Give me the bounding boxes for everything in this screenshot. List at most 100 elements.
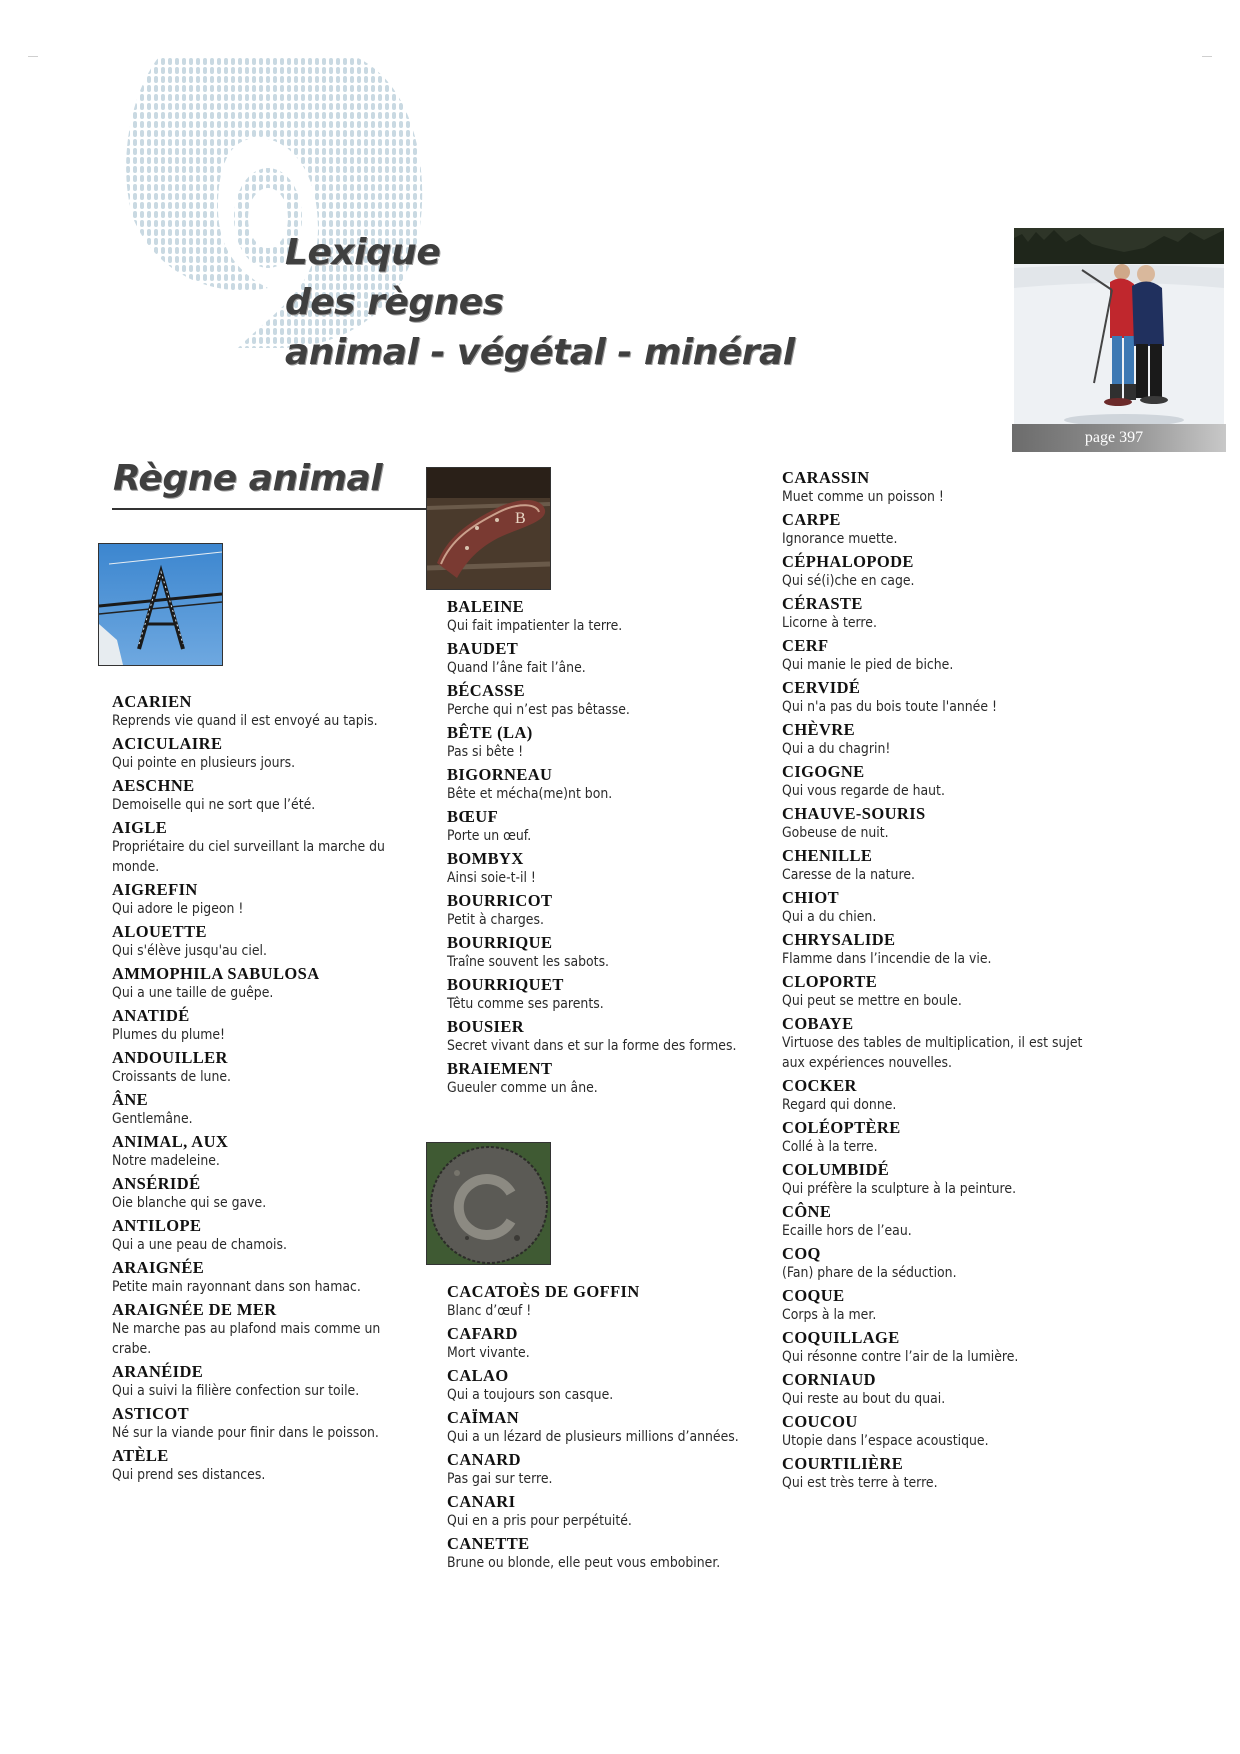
entry-definition: Licorne à terre. [782, 613, 1092, 633]
list-item: CÉPHALOPODE Qui sé(i)che en cage. [782, 552, 1142, 591]
list-item: COURTILIÈRE Qui est très terre à terre. [782, 1454, 1142, 1493]
entry-definition: Qui a suivi la filière confection sur to… [112, 1381, 404, 1401]
entry-word: ARAIGNÉE DE MER [112, 1300, 452, 1319]
list-item: COQUE Corps à la mer. [782, 1286, 1142, 1325]
entry-definition: Qui vous regarde de haut. [782, 781, 1092, 801]
entry-word: COURTILIÈRE [782, 1454, 1142, 1473]
svg-text:B: B [515, 510, 526, 527]
list-item: ARANÉIDE Qui a suivi la filière confectio… [112, 1362, 452, 1401]
entry-definition: Propriétaire du ciel surveillant la marc… [112, 837, 392, 877]
list-item: CHRYSALIDE Flamme dans l’incendie de la v… [782, 930, 1142, 969]
entry-definition: Corps à la mer. [782, 1305, 1092, 1325]
entry-word: CLOPORTE [782, 972, 1142, 991]
list-item: ANSÉRIDÉ Oie blanche qui se gave. [112, 1174, 452, 1213]
list-item: CLOPORTE Qui peut se mettre en boule. [782, 972, 1142, 1011]
entry-word: BŒUF [447, 807, 787, 826]
entry-definition: Qui manie le pied de biche. [782, 655, 1092, 675]
list-item: CÔNE Ecaille hors de l’eau. [782, 1202, 1142, 1241]
list-item: BOURRIQUE Traîne souvent les sabots. [447, 933, 787, 972]
entry-word: ATÈLE [112, 1446, 452, 1465]
entry-definition: Ne marche pas au plafond mais comme un c… [112, 1319, 392, 1359]
list-item: CERVIDÉ Qui n'a pas du bois toute l'année… [782, 678, 1142, 717]
list-item: ACICULAIRE Qui pointe en plusieurs jours. [112, 734, 452, 773]
entry-definition: Qui n'a pas du bois toute l'année ! [782, 697, 1092, 717]
list-item: ÂNE Gentlemâne. [112, 1090, 452, 1129]
list-item: COUCOU Utopie dans l’espace acoustique. [782, 1412, 1142, 1451]
entry-definition: Gobeuse de nuit. [782, 823, 1092, 843]
entry-definition: Caresse de la nature. [782, 865, 1092, 885]
entry-word: CAFARD [447, 1324, 787, 1343]
entry-definition: Gentlemâne. [112, 1109, 404, 1129]
entry-word: AIGREFIN [112, 880, 452, 899]
entry-word: AMMOPHILA SABULOSA [112, 964, 452, 983]
list-item: CERF Qui manie le pied de biche. [782, 636, 1142, 675]
entry-definition: Qui résonne contre l’air de la lumière. [782, 1347, 1092, 1367]
entry-word: COLÉOPTÈRE [782, 1118, 1142, 1137]
list-item: CAFARD Mort vivante. [447, 1324, 787, 1363]
entry-definition: Ignorance muette. [782, 529, 1092, 549]
list-item: AESCHNE Demoiselle qui ne sort que l’été. [112, 776, 452, 815]
entry-definition: Qui en a pris pour perpétuité. [447, 1511, 739, 1531]
list-item: COQUILLAGE Qui résonne contre l’air de la… [782, 1328, 1142, 1367]
list-item: AIGLE Propriétaire du ciel surveillant la… [112, 818, 452, 877]
section-title: Règne animal [113, 458, 382, 499]
list-item: ASTICOT Né sur la viande pour finir dans … [112, 1404, 452, 1443]
entry-word: BRAIEMENT [447, 1059, 787, 1078]
entry-word: BAUDET [447, 639, 787, 658]
entry-definition: Gueuler comme un âne. [447, 1078, 739, 1098]
entry-definition: Virtuose des tables de multiplication, i… [782, 1033, 1083, 1073]
entry-word: CHRYSALIDE [782, 930, 1142, 949]
entry-word: BÊTE (LA) [447, 723, 787, 742]
entry-definition: Qui s'élève jusqu'au ciel. [112, 941, 404, 961]
list-item: CANARD Pas gai sur terre. [447, 1450, 787, 1489]
entry-word: ARAIGNÉE [112, 1258, 452, 1277]
entry-definition: Plumes du plume! [112, 1025, 404, 1045]
entry-word: BÉCASSE [447, 681, 787, 700]
entry-definition: Perche qui n’est pas bêtasse. [447, 700, 739, 720]
entry-definition: Qui a toujours son casque. [447, 1385, 739, 1405]
entry-word: COQUILLAGE [782, 1328, 1142, 1347]
letter-a-image [98, 543, 223, 666]
entry-word: COLUMBIDÉ [782, 1160, 1142, 1179]
entry-definition: Qui préfère la sculpture à la peinture. [782, 1179, 1092, 1199]
entry-word: ACICULAIRE [112, 734, 452, 753]
list-item: BAUDET Quand l’âne fait l’âne. [447, 639, 787, 678]
entry-word: ASTICOT [112, 1404, 452, 1423]
entry-definition: Traîne souvent les sabots. [447, 952, 739, 972]
entry-word: CHENILLE [782, 846, 1142, 865]
entry-definition: Né sur la viande pour finir dans le pois… [112, 1423, 404, 1443]
entry-definition: Collé à la terre. [782, 1137, 1092, 1157]
entry-definition: Qui adore le pigeon ! [112, 899, 404, 919]
entry-word: AIGLE [112, 818, 452, 837]
entry-word: CHAUVE-SOURIS [782, 804, 1142, 823]
list-item: COBAYE Virtuose des tables de multiplicat… [782, 1014, 1142, 1073]
list-item: BOURRICOT Petit à charges. [447, 891, 787, 930]
list-item: CÉRASTE Licorne à terre. [782, 594, 1142, 633]
entry-definition: Qui a une taille de guêpe. [112, 983, 404, 1003]
entry-word: ACARIEN [112, 692, 452, 711]
entry-word: CARASSIN [782, 468, 1142, 487]
list-item: BRAIEMENT Gueuler comme un âne. [447, 1059, 787, 1098]
list-item: ANDOUILLER Croissants de lune. [112, 1048, 452, 1087]
list-item: ANTILOPE Qui a une peau de chamois. [112, 1216, 452, 1255]
entry-word: CACATOÈS DE GOFFIN [447, 1282, 787, 1301]
list-item: BOMBYX Ainsi soie-t-il ! [447, 849, 787, 888]
entry-word: ANATIDÉ [112, 1006, 452, 1025]
entry-word: CALAO [447, 1366, 787, 1385]
list-item: ANIMAL, AUX Notre madeleine. [112, 1132, 452, 1171]
entry-word: ANSÉRIDÉ [112, 1174, 452, 1193]
list-item: COQ (Fan) phare de la séduction. [782, 1244, 1142, 1283]
entry-word: BOUSIER [447, 1017, 787, 1036]
entry-definition: Têtu comme ses parents. [447, 994, 739, 1014]
entry-definition: Qui fait impatienter la terre. [447, 616, 739, 636]
entry-definition: Mort vivante. [447, 1343, 739, 1363]
entry-definition: Qui sé(i)che en cage. [782, 571, 1092, 591]
entry-word: BOURRIQUE [447, 933, 787, 952]
snow-couple-photo [1014, 228, 1224, 425]
list-item: ARAIGNÉE DE MER Ne marche pas au plafond … [112, 1300, 452, 1359]
entry-definition: Porte un œuf. [447, 826, 739, 846]
entry-definition: Regard qui donne. [782, 1095, 1092, 1115]
entry-definition: Croissants de lune. [112, 1067, 404, 1087]
column-3: CARASSIN Muet comme un poisson ! CARPE Ign… [782, 468, 1142, 1496]
list-item: CAÏMAN Qui a un lézard de plusieurs milli… [447, 1408, 787, 1447]
